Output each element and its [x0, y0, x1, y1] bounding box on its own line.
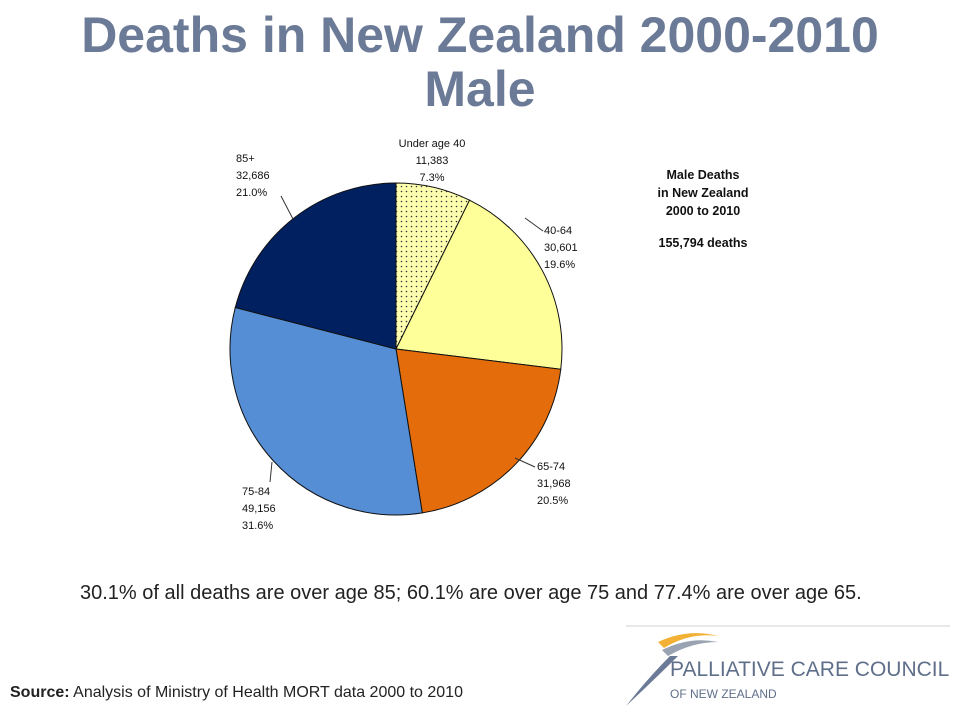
slice-value-4: 32,686 — [236, 170, 270, 182]
pie-slice-1 — [395, 199, 563, 370]
logo-line-2: OF NEW ZEALAND — [670, 687, 777, 701]
page-title: Deaths in New Zealand 2000-2010 Male — [0, 8, 960, 116]
title-line-1: Deaths in New Zealand 2000-2010 — [81, 7, 879, 63]
slice-percent-4: 21.0% — [236, 187, 267, 199]
info-total: 155,794 deaths — [658, 236, 748, 250]
source-label: Source: — [10, 684, 70, 701]
slice-percent-1: 19.6% — [544, 259, 575, 271]
slice-value-0: 11,383 — [416, 155, 449, 167]
pie-slice-4 — [234, 182, 397, 350]
logo-line-1: PALLIATIVE CARE COUNCIL — [670, 658, 949, 681]
logo-swoosh-gold — [658, 633, 718, 648]
slice-label-1: 40-64 — [544, 225, 572, 237]
slice-value-1: 30,601 — [544, 242, 578, 254]
palliative-care-logo: PALLIATIVE CARE COUNCIL OF NEW ZEALAND — [626, 625, 950, 706]
slice-percent-0: 7.3% — [419, 172, 444, 184]
slice-percent-2: 20.5% — [537, 495, 568, 507]
slice-label-2: 65-74 — [537, 461, 565, 473]
logo-swoosh-grey — [662, 640, 718, 656]
pie-slice-2 — [395, 348, 562, 514]
leader-line-3 — [269, 461, 273, 483]
info-line-1: Male Deaths — [666, 168, 740, 182]
pie-slice-3 — [229, 306, 423, 516]
leader-line-1 — [524, 217, 544, 232]
slice-label-0: Under age 40 — [399, 138, 466, 150]
logo-swoosh-blue — [626, 656, 678, 706]
leader-line-4 — [280, 195, 294, 220]
caption-text: 30.1% of all deaths are over age 85; 60.… — [80, 582, 862, 604]
chart-info-box: Male Deaths in New Zealand 2000 to 2010 … — [628, 166, 778, 252]
slice-percent-3: 31.6% — [242, 520, 273, 532]
slice-label-3: 75-84 — [242, 486, 270, 498]
slice-value-3: 49,156 — [242, 503, 276, 515]
title-line-2: Male — [424, 61, 536, 117]
source-note: Source: Analysis of Ministry of Health M… — [10, 684, 463, 702]
slice-value-2: 31,968 — [537, 478, 571, 490]
slice-label-4: 85+ — [236, 153, 255, 165]
info-line-2: in New Zealand — [657, 186, 749, 200]
source-text: Analysis of Ministry of Health MORT data… — [69, 684, 463, 701]
leader-line-2 — [514, 457, 536, 468]
info-line-3: 2000 to 2010 — [665, 204, 741, 218]
